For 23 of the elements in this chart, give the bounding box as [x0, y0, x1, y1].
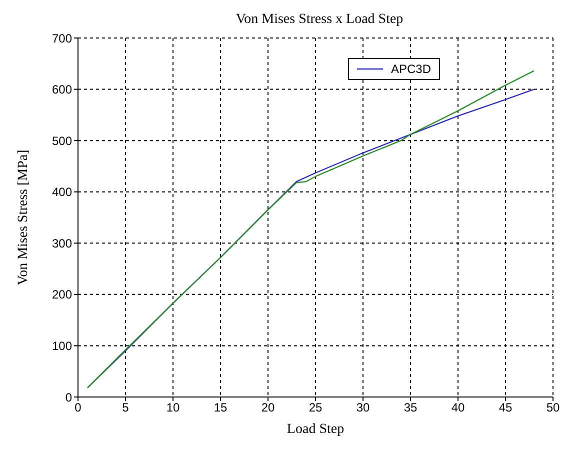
x-tick-label: 45 — [498, 400, 512, 415]
y-tick-label: 200 — [52, 288, 72, 302]
x-tick-label: 0 — [74, 400, 82, 415]
y-tick-label: 600 — [52, 82, 72, 97]
y-tick-label: 500 — [52, 134, 72, 148]
y-axis-title: Von Mises Stress [MPa] — [16, 150, 31, 286]
y-tick-label: 0 — [65, 390, 72, 404]
x-tick-label: 5 — [122, 400, 130, 415]
x-tick-label: 30 — [356, 400, 370, 415]
y-tick-label: 400 — [52, 185, 72, 200]
x-tick-label: 15 — [214, 400, 228, 415]
x-tick-label: 50 — [546, 400, 560, 415]
x-tick-label: 40 — [451, 400, 465, 415]
legend-label: APC3D — [391, 62, 432, 76]
y-tick-label: 100 — [52, 338, 72, 353]
x-axis-title: Load Step — [286, 422, 344, 437]
x-tick-label: 25 — [308, 400, 322, 415]
chart-title: Von Mises Stress x Load Step — [234, 12, 404, 28]
x-tick-label: 10 — [166, 400, 180, 415]
x-tick-label: 20 — [261, 400, 275, 415]
y-tick-label: 700 — [52, 31, 72, 46]
x-tick-label: 35 — [404, 400, 418, 415]
y-tick-label: 300 — [52, 236, 72, 250]
